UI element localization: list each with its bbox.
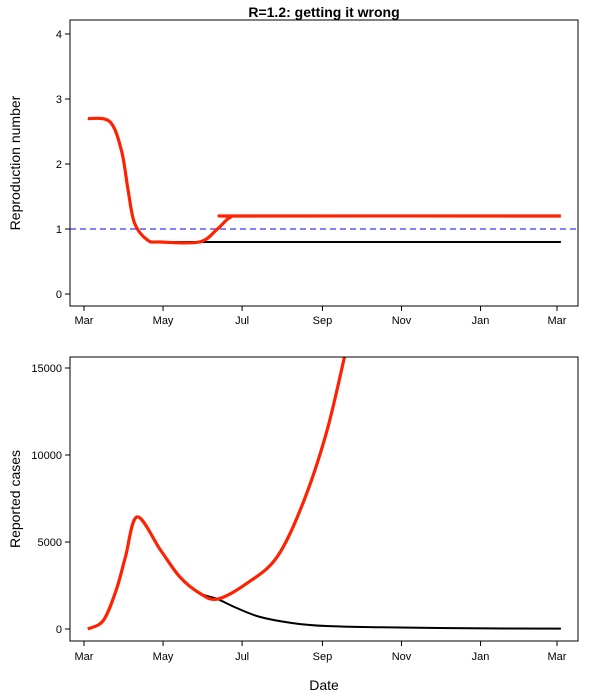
y-tick-label: 3 [56, 94, 62, 106]
x-axis-label: Date [309, 677, 339, 693]
top-y-axis-label: Reproduction number [7, 95, 23, 230]
x-tick-label: Mar [548, 651, 567, 663]
chart-title: R=1.2: getting it wrong [248, 4, 399, 20]
x-tick-label: May [153, 315, 174, 327]
x-tick-label: Mar [548, 315, 567, 327]
y-tick-label: 10000 [31, 450, 62, 462]
y-tick-label: 4 [56, 29, 62, 41]
y-tick-label: 0 [56, 289, 62, 301]
y-tick-label: 5000 [38, 537, 62, 549]
x-tick-label: Nov [392, 651, 412, 663]
series-line-red [87, 116, 561, 245]
x-tick-label: Jul [235, 315, 249, 327]
y-tick-label: 2 [56, 159, 62, 171]
x-tick-label: Mar [75, 651, 94, 663]
x-tick-label: Sep [313, 315, 333, 327]
plot-frame [69, 19, 579, 307]
bottom-y-axis-label: Reported cases [7, 450, 23, 548]
x-tick-label: Sep [313, 651, 333, 663]
y-tick-label: 1 [56, 224, 62, 236]
x-tick-label: May [153, 651, 174, 663]
series-line-red [87, 357, 347, 631]
series-line-black [87, 117, 561, 244]
series-line-black [87, 515, 561, 630]
x-tick-label: Jan [472, 651, 490, 663]
x-tick-label: Nov [392, 315, 412, 327]
y-tick-label: 0 [56, 624, 62, 636]
x-tick-label: Jul [235, 651, 249, 663]
x-tick-label: Mar [75, 315, 94, 327]
x-tick-label: Jan [472, 315, 490, 327]
plot-frame [69, 356, 579, 642]
y-tick-label: 15000 [31, 363, 62, 375]
